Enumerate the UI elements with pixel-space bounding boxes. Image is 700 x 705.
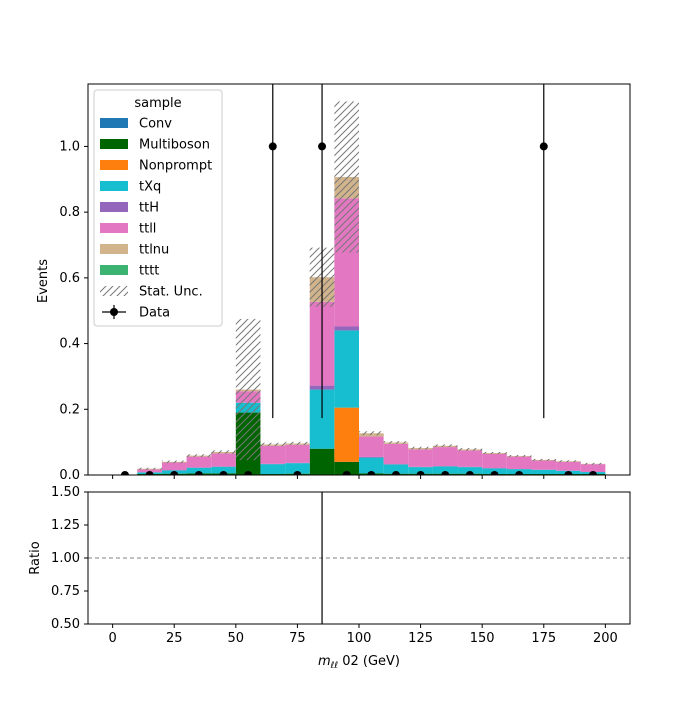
ratio-y-tick-label-0: 0.50 (51, 617, 80, 632)
legend-label-txq: tXq (139, 180, 161, 195)
bar-multiboson-bin-8 (310, 449, 335, 475)
legend-swatch-multiboson (100, 139, 128, 149)
stat-unc-bin-6 (260, 443, 285, 446)
legend-label-data: Data (139, 306, 170, 321)
legend-swatch-stat-unc (100, 286, 128, 296)
x-tick-label-5: 125 (408, 631, 433, 646)
data-point-17 (540, 142, 548, 150)
main-y-tick-label-4: 0.8 (59, 205, 80, 220)
stat-unc-bin-7 (285, 442, 310, 445)
legend-label-ttll: ttll (139, 222, 156, 237)
bar-ttll-bin-15 (482, 454, 507, 468)
legend-swatch-nonprompt (100, 160, 128, 170)
legend-label-nonprompt: Nonprompt (139, 159, 212, 174)
main-y-tick-label-5: 1.0 (59, 139, 80, 154)
stat-unc-bin-12 (408, 447, 433, 450)
x-tick-label-1: 25 (166, 631, 183, 646)
stat-unc-bin-4 (211, 450, 236, 453)
ratio-x-axis: 0 25 50 75 100 125 150 175 200 (108, 624, 617, 646)
stat-unc-bin-9 (334, 101, 359, 252)
stat-unc-bin-16 (507, 455, 532, 457)
ratio-y-tick-label-3: 1.25 (51, 518, 80, 533)
main-x-ticks (113, 475, 606, 479)
bar-ttll-bin-19 (581, 464, 606, 472)
legend-label-stat-unc: Stat. Unc. (139, 285, 203, 300)
legend-label-tth: ttH (139, 201, 159, 216)
bar-ttll-bin-16 (507, 457, 532, 469)
legend-swatch-ttlnu (100, 244, 128, 254)
x-tick-label-2: 50 (228, 631, 245, 646)
data-point-8 (318, 142, 326, 150)
stat-unc-bin-3 (187, 454, 212, 457)
x-tick-label-0: 0 (108, 631, 116, 646)
x-label-symbol: m (318, 654, 331, 669)
bar-txq-bin-17 (531, 470, 556, 474)
main-y-axis: 0.0 0.2 0.4 0.6 0.8 1.0 (59, 139, 88, 483)
x-tick-label-3: 75 (289, 631, 306, 646)
stat-unc-bin-17 (531, 459, 556, 461)
legend-swatch-tttt (100, 265, 128, 275)
ratio-y-axis: 0.50 0.75 1.00 1.25 1.50 (51, 485, 88, 632)
x-tick-label-8: 200 (593, 631, 618, 646)
bar-tth-bin-9 (334, 326, 359, 330)
main-y-tick-label-0: 0.0 (59, 468, 80, 483)
legend-swatch-conv (100, 118, 128, 128)
main-y-tick-label-1: 0.2 (59, 402, 80, 417)
bar-ttll-bin-2 (162, 463, 187, 471)
bar-ttll-bin-3 (187, 457, 212, 468)
legend-swatch-tth (100, 202, 128, 212)
x-tick-label-6: 150 (470, 631, 495, 646)
bar-ttll-bin-4 (211, 453, 236, 466)
bar-ttll-bin-10 (359, 437, 384, 457)
legend-label-conv: Conv (139, 117, 172, 132)
bar-txq-bin-10 (359, 458, 384, 474)
bar-ttll-bin-6 (260, 446, 285, 464)
legend-label-ttlnu: ttlnu (139, 243, 169, 258)
ratio-y-tick-label-2: 1.00 (51, 551, 80, 566)
stat-unc-bin-5 (236, 319, 261, 460)
x-tick-label-4: 100 (347, 631, 372, 646)
stat-unc-bin-2 (162, 461, 187, 464)
ratio-y-tick-label-1: 0.75 (51, 584, 80, 599)
stat-unc-bin-14 (458, 448, 483, 451)
x-label-subscript: ℓℓ (330, 661, 338, 671)
x-label-suffix: 02 (GeV) (338, 654, 400, 669)
bar-ttll-bin-7 (285, 445, 310, 463)
bar-ttll-bin-13 (433, 447, 458, 466)
stat-unc-bin-18 (556, 460, 581, 462)
bar-nonprompt-bin-9 (334, 408, 359, 462)
bar-ttll-bin-12 (408, 449, 433, 466)
legend-swatch-txq (100, 181, 128, 191)
stat-unc-bin-19 (581, 463, 606, 465)
legend: sample Conv Multiboson Nonprompt tXq ttH ttll… (94, 90, 222, 326)
main-y-tick-label-2: 0.4 (59, 337, 80, 352)
stat-unc-bin-1 (137, 468, 162, 470)
data-point-6 (269, 142, 277, 150)
ratio-axes-frame (88, 492, 630, 624)
bar-ttll-bin-14 (458, 450, 483, 466)
bar-tth-bin-10 (359, 457, 384, 458)
bar-ttll-bin-11 (384, 444, 409, 464)
legend-swatch-ttll (100, 223, 128, 233)
x-axis-label: mℓℓ 02 (GeV) (318, 654, 400, 671)
legend-data-marker (110, 308, 118, 316)
stat-unc-bin-15 (482, 452, 507, 454)
stat-unc-bin-13 (433, 444, 458, 447)
x-tick-label-7: 175 (531, 631, 556, 646)
bar-ttll-bin-18 (556, 462, 581, 471)
bar-txq-bin-9 (334, 330, 359, 407)
stat-unc-bin-11 (384, 441, 409, 444)
main-y-tick-label-3: 0.6 (59, 271, 80, 286)
bar-txq-bin-6 (260, 464, 285, 474)
main-y-label: Events (36, 259, 51, 303)
ratio-y-label: Ratio (28, 541, 43, 574)
ratio-y-tick-label-4: 1.50 (51, 485, 80, 500)
bar-ttll-bin-17 (531, 461, 556, 470)
legend-label-tttt: tttt (139, 264, 159, 279)
legend-title: sample (134, 96, 181, 111)
legend-label-multiboson: Multiboson (139, 138, 210, 153)
stat-unc-bin-10 (359, 431, 384, 435)
